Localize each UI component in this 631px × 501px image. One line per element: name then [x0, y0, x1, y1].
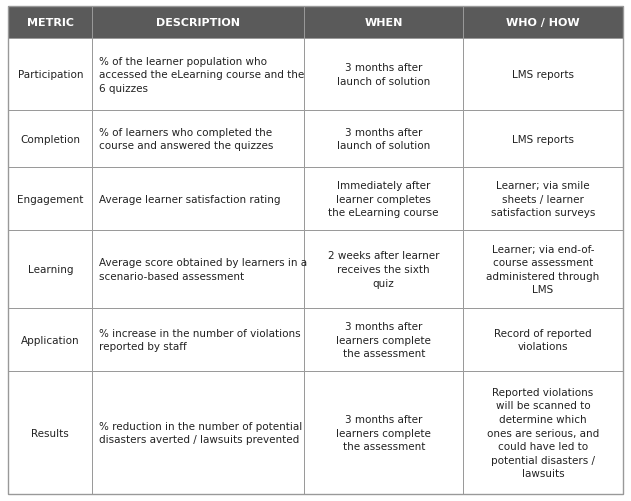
- Bar: [8, 371, 92, 494]
- Text: Learner; via end-of-
course assessment
administered through
LMS: Learner; via end-of- course assessment a…: [487, 244, 599, 295]
- Text: % reduction in the number of potential
disasters averted / lawsuits prevented: % reduction in the number of potential d…: [98, 421, 302, 444]
- Bar: [463, 39, 623, 111]
- Text: 3 months after
launch of solution: 3 months after launch of solution: [337, 128, 430, 151]
- Bar: [92, 168, 304, 230]
- Bar: [463, 309, 623, 371]
- Text: Learning: Learning: [28, 265, 73, 275]
- Text: Engagement: Engagement: [17, 194, 83, 204]
- Text: METRIC: METRIC: [27, 18, 74, 28]
- Bar: [92, 39, 304, 111]
- Text: LMS reports: LMS reports: [512, 70, 574, 80]
- Text: 3 months after
launch of solution: 3 months after launch of solution: [337, 63, 430, 87]
- Text: 3 months after
learners complete
the assessment: 3 months after learners complete the ass…: [336, 321, 431, 359]
- Bar: [304, 39, 463, 111]
- Bar: [8, 111, 92, 168]
- Bar: [8, 168, 92, 230]
- Text: Results: Results: [32, 428, 69, 438]
- Text: Immediately after
learner completes
the eLearning course: Immediately after learner completes the …: [329, 180, 439, 218]
- Bar: [463, 371, 623, 494]
- Bar: [304, 7, 463, 39]
- Bar: [92, 371, 304, 494]
- Text: Record of reported
violations: Record of reported violations: [494, 328, 592, 352]
- Bar: [92, 309, 304, 371]
- Bar: [8, 7, 92, 39]
- Text: 3 months after
learners complete
the assessment: 3 months after learners complete the ass…: [336, 414, 431, 451]
- Text: Completion: Completion: [20, 134, 80, 144]
- Text: % increase in the number of violations
reported by staff: % increase in the number of violations r…: [98, 328, 300, 352]
- Bar: [92, 111, 304, 168]
- Text: Participation: Participation: [18, 70, 83, 80]
- Bar: [92, 7, 304, 39]
- Text: DESCRIPTION: DESCRIPTION: [156, 18, 240, 28]
- Text: Application: Application: [21, 335, 80, 345]
- Bar: [463, 230, 623, 309]
- Bar: [8, 230, 92, 309]
- Bar: [463, 168, 623, 230]
- Text: Average score obtained by learners in a
scenario-based assessment: Average score obtained by learners in a …: [98, 258, 307, 282]
- Text: Average learner satisfaction rating: Average learner satisfaction rating: [98, 194, 280, 204]
- Bar: [304, 371, 463, 494]
- Text: Learner; via smile
sheets / learner
satisfaction surveys: Learner; via smile sheets / learner sati…: [491, 180, 595, 218]
- Text: WHEN: WHEN: [365, 18, 403, 28]
- Bar: [304, 230, 463, 309]
- Text: LMS reports: LMS reports: [512, 134, 574, 144]
- Bar: [463, 111, 623, 168]
- Bar: [92, 230, 304, 309]
- Bar: [304, 168, 463, 230]
- Text: % of the learner population who
accessed the eLearning course and the
6 quizzes: % of the learner population who accessed…: [98, 57, 304, 94]
- Bar: [304, 309, 463, 371]
- Bar: [463, 7, 623, 39]
- Bar: [8, 309, 92, 371]
- Text: Reported violations
will be scanned to
determine which
ones are serious, and
cou: Reported violations will be scanned to d…: [487, 387, 599, 478]
- Bar: [304, 111, 463, 168]
- Text: 2 weeks after learner
receives the sixth
quiz: 2 weeks after learner receives the sixth…: [328, 251, 439, 288]
- Text: WHO / HOW: WHO / HOW: [506, 18, 580, 28]
- Text: % of learners who completed the
course and answered the quizzes: % of learners who completed the course a…: [98, 128, 273, 151]
- Bar: [8, 39, 92, 111]
